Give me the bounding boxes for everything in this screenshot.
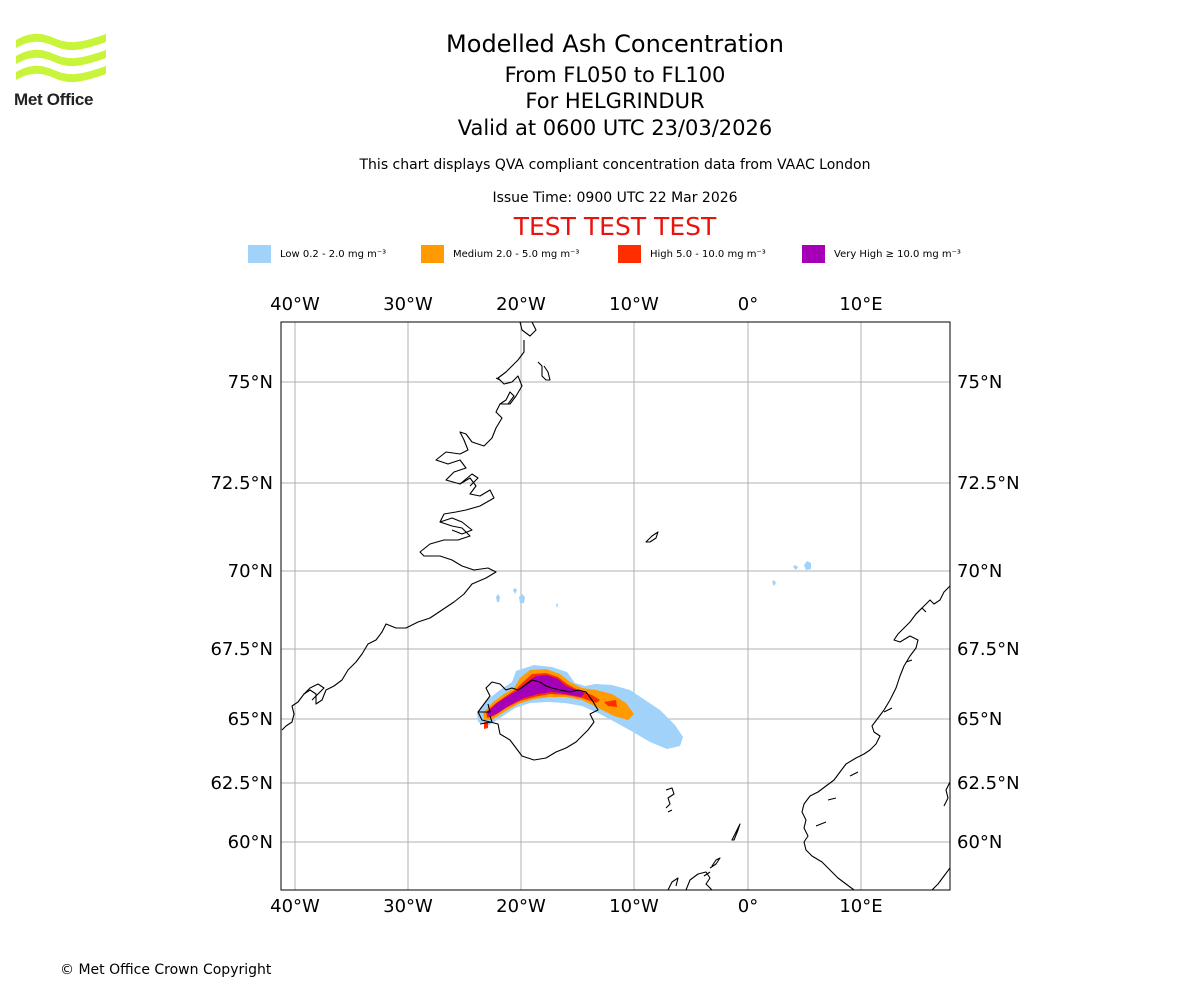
iceland-coastline [477, 679, 599, 761]
copyright-notice: © Met Office Crown Copyright [60, 962, 272, 978]
lon-label-top: 40°W [270, 294, 320, 315]
shetland-coastline [731, 823, 741, 841]
norway-fjords [815, 607, 927, 827]
greenland-coastline [281, 322, 537, 731]
lon-label-top: 20°W [496, 294, 546, 315]
legend-item-medium: Medium 2.0 - 5.0 mg m⁻³ [421, 244, 579, 264]
lat-label-left: 72.5°N [210, 473, 273, 494]
lat-label-left: 67.5°N [210, 639, 273, 660]
legend-item-low: Low 0.2 - 2.0 mg m⁻³ [248, 244, 386, 264]
ash-high-speck [484, 722, 488, 729]
lat-label-right: 75°N [957, 372, 1002, 393]
ash-low-speck [496, 594, 500, 602]
norway-coastline [801, 585, 950, 890]
ash-cloud [477, 561, 811, 749]
legend-label-low: Low 0.2 - 2.0 mg m⁻³ [280, 248, 387, 260]
greenland-fjords [303, 391, 515, 701]
lon-label-bottom: 10°W [609, 896, 659, 917]
met-office-logo [16, 33, 106, 83]
lat-label-right: 62.5°N [957, 773, 1020, 794]
norway-south-coastline [931, 867, 950, 890]
legend-item-high: High 5.0 - 10.0 mg m⁻³ [618, 244, 766, 264]
legend-label-medium: Medium 2.0 - 5.0 mg m⁻³ [453, 248, 580, 260]
lat-label-right: 65°N [957, 709, 1002, 730]
test-banner: TEST TEST TEST [513, 212, 717, 241]
lat-label-right: 70°N [957, 561, 1002, 582]
ash-very-high-region [487, 675, 585, 717]
lat-label-left: 65°N [228, 709, 273, 730]
greenland-small-inlet [495, 377, 501, 381]
ash-low-speck [519, 594, 525, 603]
lon-label-bottom: 20°W [496, 896, 546, 917]
legend-item-very-high: Very High ≥ 10.0 mg m⁻³ [802, 244, 961, 264]
legend-swatch-high [618, 245, 641, 263]
lat-label-left: 60°N [228, 832, 273, 853]
lat-label-left: 62.5°N [210, 773, 273, 794]
ash-low-speck [804, 561, 811, 570]
map-frame [280, 321, 951, 891]
scotland-coastline [667, 871, 713, 890]
lon-label-top: 0° [738, 294, 758, 315]
legend-label-very-high: Very High ≥ 10.0 mg m⁻³ [834, 248, 961, 260]
legend-label-high: High 5.0 - 10.0 mg m⁻³ [650, 248, 766, 260]
svalbard-fragment [537, 361, 551, 381]
ash-low-speck [793, 565, 798, 570]
faroe-islands [665, 787, 675, 813]
map-axis-labels: 40°W 30°W 20°W 10°W 0° 10°E 40°W 30°W 20… [210, 294, 1019, 917]
chart-title: Modelled Ash Concentration [446, 30, 784, 58]
map-gridlines [281, 322, 950, 890]
lon-label-bottom: 0° [738, 896, 758, 917]
lon-label-top: 30°W [383, 294, 433, 315]
flight-level-range: From FL050 to FL100 [504, 63, 726, 87]
issue-time: Issue Time: 0900 UTC 22 Mar 2026 [492, 190, 738, 206]
lat-label-right: 67.5°N [957, 639, 1020, 660]
jan-mayen-coastline [645, 531, 659, 543]
legend-swatch-very-high [802, 245, 825, 263]
lat-label-right: 60°N [957, 832, 1002, 853]
lon-label-top: 10°E [839, 294, 882, 315]
ash-high-patch [604, 700, 617, 707]
lat-label-left: 75°N [228, 372, 273, 393]
coastlines [281, 322, 950, 890]
lon-label-bottom: 30°W [383, 896, 433, 917]
lon-label-top: 10°W [609, 294, 659, 315]
lon-label-bottom: 40°W [270, 896, 320, 917]
legend-swatch-low [248, 245, 271, 263]
iceland-west-fjords [478, 703, 493, 725]
lat-label-left: 70°N [228, 561, 273, 582]
sweden-edge-coastline [943, 781, 950, 807]
lon-label-bottom: 10°E [839, 896, 882, 917]
ash-low-speck [556, 603, 558, 608]
valid-time: Valid at 0600 UTC 23/03/2026 [457, 116, 773, 140]
logo-text: Met Office [14, 90, 94, 109]
ash-low-speck [513, 588, 517, 594]
ash-low-speck [772, 580, 776, 586]
volcano-name: For HELGRINDUR [525, 89, 705, 113]
lat-label-right: 72.5°N [957, 473, 1020, 494]
chart-description: This chart displays QVA compliant concen… [359, 157, 871, 173]
legend-swatch-medium [421, 245, 444, 263]
